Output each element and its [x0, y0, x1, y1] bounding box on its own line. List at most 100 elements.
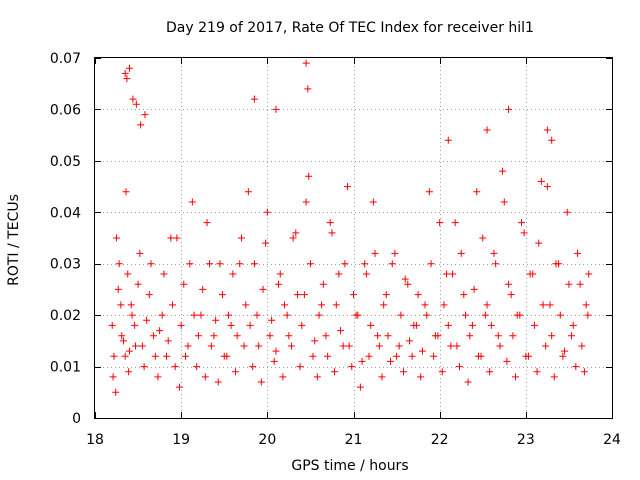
data-point	[298, 321, 306, 329]
data-point	[393, 352, 401, 360]
data-point	[444, 321, 452, 329]
data-point	[177, 321, 185, 329]
data-point	[434, 332, 442, 340]
data-point	[503, 357, 511, 365]
data-point	[546, 301, 554, 309]
data-point	[369, 198, 377, 206]
data-point	[518, 219, 526, 227]
data-point	[276, 270, 284, 278]
data-point	[505, 105, 513, 113]
data-point	[361, 260, 369, 268]
data-point	[438, 368, 446, 376]
data-point	[430, 352, 438, 360]
data-point	[447, 342, 455, 350]
data-point	[186, 260, 194, 268]
data-point	[169, 301, 177, 309]
data-point	[197, 311, 205, 319]
data-point	[171, 363, 179, 371]
data-point	[331, 368, 339, 376]
data-points	[108, 59, 593, 396]
data-point	[114, 285, 122, 293]
data-point	[227, 321, 235, 329]
x-axis-label: GPS time / hours	[291, 458, 408, 474]
data-point	[216, 260, 224, 268]
y-tick-label: 0.02	[50, 308, 81, 324]
data-point	[382, 291, 390, 299]
data-point	[119, 337, 127, 345]
data-point	[414, 291, 422, 299]
data-point	[543, 183, 551, 191]
data-point	[122, 188, 130, 196]
data-point	[180, 280, 188, 288]
y-tick-label: 0.07	[50, 51, 81, 67]
data-point	[263, 208, 271, 216]
data-point	[425, 188, 433, 196]
data-point	[533, 368, 541, 376]
data-point	[160, 270, 168, 278]
data-point	[399, 368, 407, 376]
data-point	[535, 239, 543, 247]
data-point	[350, 291, 357, 299]
data-point	[555, 260, 563, 268]
data-point	[236, 260, 244, 268]
data-point	[304, 85, 312, 93]
axis-ticks	[95, 58, 613, 419]
data-point	[300, 291, 308, 299]
data-point	[358, 357, 366, 365]
data-point	[143, 316, 151, 324]
data-point	[138, 342, 146, 350]
data-point	[470, 285, 478, 293]
data-point	[118, 332, 126, 340]
plot-frame	[94, 57, 613, 419]
data-point	[341, 260, 349, 268]
data-point	[365, 352, 373, 360]
data-point	[270, 357, 278, 365]
data-point	[115, 260, 123, 268]
data-point	[113, 234, 121, 242]
data-point	[561, 347, 569, 355]
data-point	[140, 363, 148, 371]
data-point	[287, 342, 295, 350]
data-point	[311, 337, 319, 345]
data-point	[375, 342, 383, 350]
data-point	[356, 383, 364, 391]
data-point	[348, 363, 356, 371]
data-point	[490, 249, 498, 257]
data-point	[559, 352, 567, 360]
data-point	[137, 121, 145, 129]
data-point	[576, 280, 584, 288]
y-axis-label: ROTI / TECUs	[6, 194, 22, 286]
data-point	[322, 332, 330, 340]
data-point	[408, 352, 416, 360]
data-point	[283, 311, 291, 319]
data-point	[421, 301, 429, 309]
data-point	[194, 332, 202, 340]
data-point	[574, 249, 582, 257]
data-point	[253, 311, 261, 319]
data-point	[117, 301, 125, 309]
data-point	[257, 378, 265, 386]
data-point	[511, 373, 519, 381]
data-point	[401, 275, 409, 283]
data-point	[131, 321, 139, 329]
data-point	[423, 311, 431, 319]
data-point	[479, 234, 487, 242]
data-point	[565, 280, 573, 288]
data-point	[337, 327, 345, 335]
data-point	[494, 332, 502, 340]
data-point	[462, 311, 470, 319]
data-point	[302, 59, 310, 67]
data-point	[500, 198, 508, 206]
data-point	[188, 198, 196, 206]
data-point	[444, 136, 452, 144]
data-point	[207, 342, 215, 350]
data-point	[324, 352, 332, 360]
data-point	[272, 347, 280, 355]
data-point	[335, 270, 343, 278]
data-point	[380, 301, 388, 309]
data-point	[158, 311, 166, 319]
data-point	[477, 352, 485, 360]
data-point	[163, 352, 171, 360]
data-point	[199, 285, 207, 293]
